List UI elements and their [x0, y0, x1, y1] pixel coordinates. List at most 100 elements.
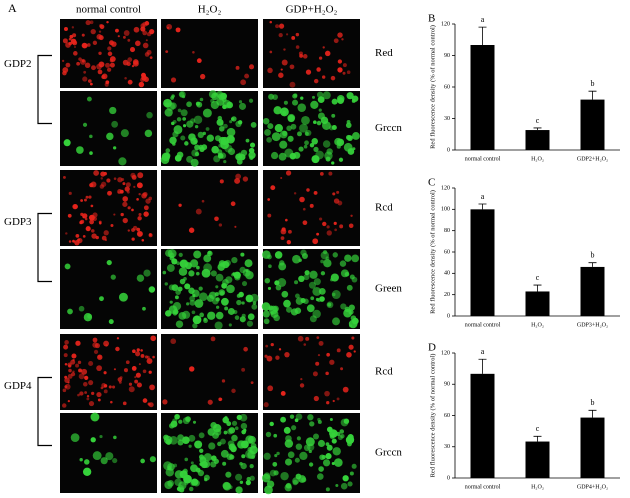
cell-dot: [250, 122, 257, 128]
cell-dot: [336, 397, 340, 401]
cell-dot: [195, 208, 202, 215]
cell-dot: [192, 420, 197, 424]
cell-dot: [218, 223, 223, 227]
cell-dot: [286, 239, 291, 245]
bar: [470, 373, 495, 478]
cell-dot: [62, 403, 67, 408]
cell-dot: [231, 420, 238, 426]
cell-dot: [237, 120, 243, 125]
cell-dot: [152, 355, 155, 359]
cell-dot: [282, 110, 287, 115]
cell-dot: [126, 190, 130, 194]
cell-dot: [184, 141, 189, 146]
cell-dot: [124, 76, 127, 80]
cell-dot: [122, 401, 127, 406]
cell-dot: [195, 101, 201, 106]
cell-dot: [217, 152, 222, 157]
cell-dot: [99, 184, 105, 189]
cell-dot: [109, 106, 117, 115]
cell-dot: [64, 362, 68, 366]
cell-dot: [198, 432, 205, 439]
cell-dot: [337, 97, 344, 104]
cell-dot: [250, 442, 257, 449]
cell-dot: [239, 413, 248, 422]
cell-dot: [83, 313, 93, 322]
cell-dot: [284, 458, 293, 466]
cell-dot: [77, 360, 82, 365]
cell-dot: [210, 336, 216, 342]
cell-dot: [85, 226, 91, 232]
cell-dot: [169, 423, 175, 429]
cell-dot: [164, 282, 168, 286]
cell-dot: [283, 100, 288, 105]
cell-dot: [261, 302, 271, 311]
cell-dot: [337, 32, 343, 38]
cell-dot: [274, 454, 278, 458]
cell-dot: [269, 20, 272, 24]
cell-dot: [274, 123, 283, 133]
cell-dot: [325, 256, 330, 261]
cell-dot: [353, 350, 356, 353]
cell-dot: [310, 296, 315, 301]
cell-dot: [266, 254, 272, 260]
bar: [470, 209, 495, 316]
cell-dot: [177, 439, 184, 446]
cell-dot: [143, 205, 149, 211]
cell-dot: [86, 43, 91, 47]
cell-dot: [346, 352, 352, 358]
cell-dot: [349, 274, 355, 280]
panel-label: C: [428, 177, 435, 189]
cell-dot: [127, 79, 133, 85]
cell-dot: [248, 151, 256, 159]
cell-dot: [309, 270, 318, 279]
cell-dot: [219, 179, 224, 184]
micrograph: [60, 334, 157, 410]
cell-dot: [142, 21, 148, 27]
cell-dot: [78, 368, 83, 373]
panel-label: B: [428, 13, 435, 25]
cell-dot: [96, 391, 102, 398]
cell-dot: [122, 182, 126, 186]
cell-dot: [184, 457, 189, 462]
cell-dot: [140, 349, 143, 352]
cell-dot: [107, 51, 113, 57]
cell-dot: [202, 131, 206, 136]
cell-dot: [167, 463, 175, 471]
cell-dot: [89, 82, 93, 86]
cell-dot: [301, 477, 307, 483]
cell-dot: [299, 123, 308, 133]
cell-dot: [226, 284, 235, 294]
cell-dot: [324, 50, 331, 57]
cell-dot: [229, 120, 233, 124]
x-tick-label: H₂O₂: [531, 322, 544, 328]
cell-dot: [98, 51, 102, 56]
cell-dot: [146, 358, 153, 365]
cell-dot: [319, 217, 323, 221]
cell-dot: [336, 190, 340, 194]
bracket: [37, 212, 52, 283]
x-tick-label: H₂O₂: [531, 484, 544, 490]
cell-dot: [244, 73, 250, 79]
cell-dot: [83, 70, 87, 74]
cell-dot: [67, 399, 70, 403]
cell-dot: [285, 218, 288, 222]
cell-dot: [278, 348, 282, 351]
cell-dot: [144, 355, 149, 359]
cell-dot: [326, 225, 330, 229]
cell-dot: [292, 479, 298, 486]
cell-dot: [136, 348, 140, 352]
micrograph: [161, 19, 258, 88]
cell-dot: [241, 301, 245, 305]
cell-dot: [144, 129, 153, 138]
cell-dot: [68, 191, 72, 195]
cell-dot: [86, 394, 90, 398]
cell-dot: [133, 185, 136, 188]
cell-dot: [165, 148, 171, 153]
cell-dot: [264, 354, 268, 358]
cell-dot: [98, 61, 105, 68]
cell-dot: [268, 93, 275, 100]
cell-dot: [62, 38, 68, 44]
cell-dot: [174, 413, 180, 420]
cell-dot: [333, 198, 340, 204]
cell-dot: [145, 39, 148, 42]
